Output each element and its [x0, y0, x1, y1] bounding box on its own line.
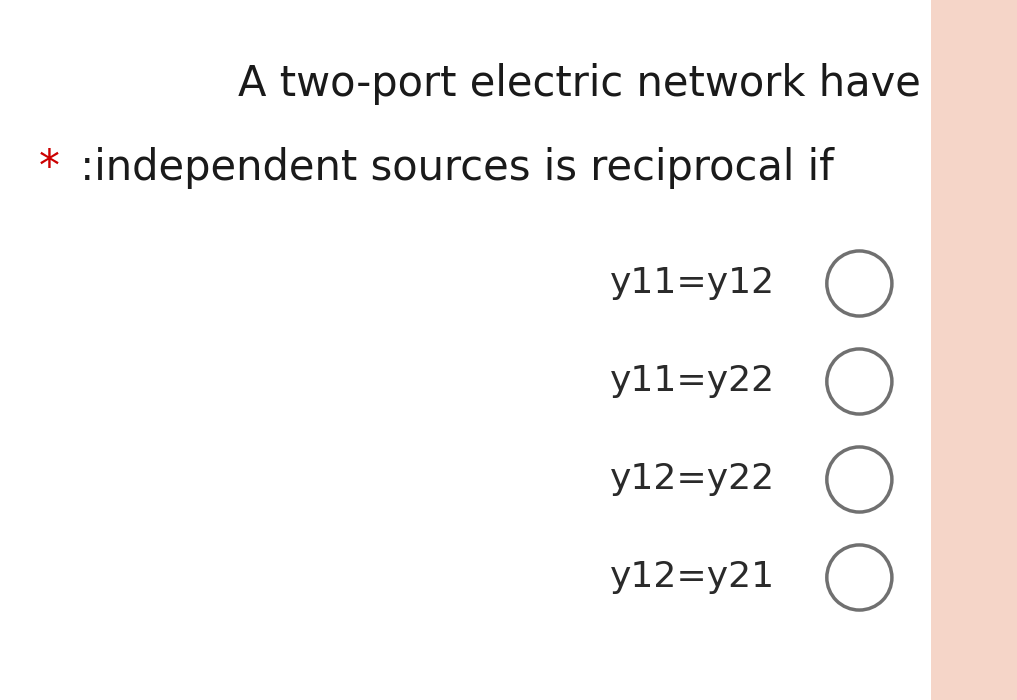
Text: y11=y12: y11=y12	[610, 267, 775, 300]
Text: A two-port electric network have: A two-port electric network have	[238, 63, 920, 105]
Text: y11=y22: y11=y22	[610, 365, 775, 398]
FancyBboxPatch shape	[931, 0, 1017, 700]
Text: :independent sources is reciprocal if: :independent sources is reciprocal if	[67, 147, 834, 189]
Text: *: *	[39, 147, 60, 189]
Text: y12=y21: y12=y21	[610, 561, 775, 594]
Text: y12=y22: y12=y22	[610, 463, 775, 496]
